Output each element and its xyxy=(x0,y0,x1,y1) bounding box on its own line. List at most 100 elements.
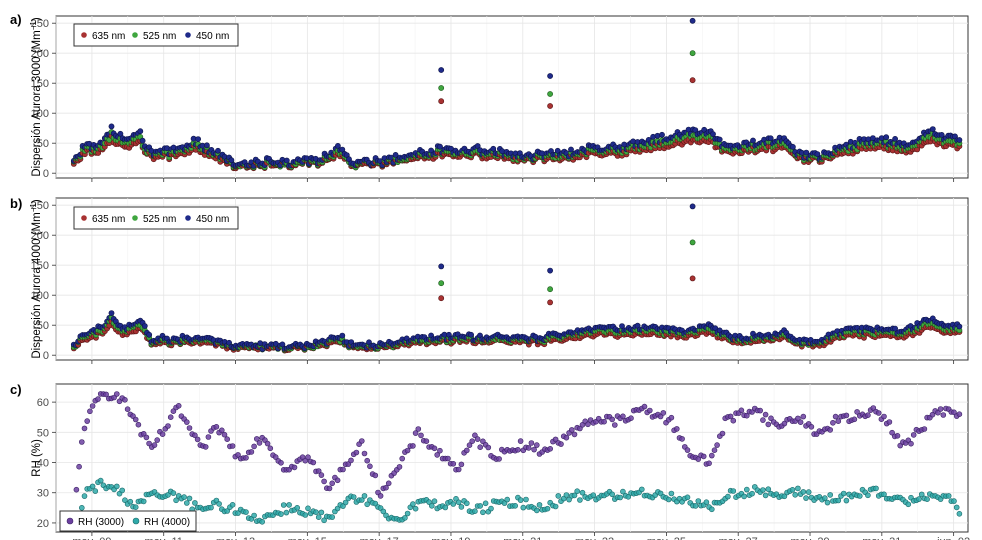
panel-c-legend-swatch-rh3000 xyxy=(66,517,74,525)
data-point xyxy=(814,151,821,157)
panel-c-legend-swatch-rh4000 xyxy=(132,517,140,525)
data-point xyxy=(795,485,801,492)
panel-b-y-axis-title-main: Dispersión Aurora 4000 (Mm xyxy=(31,212,43,358)
data-point xyxy=(228,157,235,164)
data-point xyxy=(953,504,960,511)
data-point xyxy=(706,460,712,467)
data-point xyxy=(202,444,209,450)
data-point xyxy=(894,432,901,439)
data-point xyxy=(329,514,336,520)
data-point xyxy=(442,504,449,511)
data-point xyxy=(496,456,502,462)
data-point xyxy=(76,463,82,470)
data-point-spike xyxy=(689,77,696,84)
data-point xyxy=(117,130,124,137)
data-point xyxy=(431,445,438,452)
data-point xyxy=(402,515,408,521)
data-point xyxy=(339,332,346,339)
data-point xyxy=(377,493,384,499)
data-point xyxy=(81,493,88,499)
data-point xyxy=(92,488,99,494)
data-point xyxy=(167,414,174,421)
data-point xyxy=(410,501,416,507)
data-point xyxy=(135,421,142,428)
data-point xyxy=(555,493,562,499)
data-point xyxy=(719,430,726,437)
data-point xyxy=(741,493,747,500)
data-point xyxy=(195,136,201,142)
data-point xyxy=(916,496,922,502)
data-point xyxy=(410,443,416,449)
panel-a-y-axis-title: Dispersión Aurora 3000 (Mm−1) xyxy=(29,17,43,177)
data-point xyxy=(278,459,284,466)
data-point xyxy=(679,436,685,442)
data-point-spike xyxy=(438,280,445,287)
data-point xyxy=(184,500,190,506)
x-tick-label: may_31 xyxy=(862,536,901,540)
data-point xyxy=(321,478,327,485)
data-point xyxy=(318,509,325,516)
data-point xyxy=(517,438,524,444)
data-point xyxy=(886,419,893,425)
panel-b-legend-label-525: 525 nm xyxy=(143,214,176,225)
data-point xyxy=(399,455,406,462)
data-point xyxy=(251,443,257,450)
data-point xyxy=(418,432,424,439)
data-point xyxy=(450,501,457,507)
data-point xyxy=(89,403,96,409)
data-point xyxy=(175,402,182,409)
panel-a-y-ticks: 0 50 100 150 200 250 xyxy=(31,18,56,180)
x-tick-label: may_21 xyxy=(503,536,542,540)
data-point xyxy=(750,137,756,144)
data-point xyxy=(577,497,583,503)
data-point-spike xyxy=(438,295,445,302)
data-point xyxy=(668,414,675,421)
data-point xyxy=(789,486,796,493)
data-point xyxy=(132,504,139,511)
data-point xyxy=(170,490,177,496)
data-point xyxy=(824,499,831,506)
data-point xyxy=(139,137,146,144)
data-point xyxy=(531,446,537,453)
data-point xyxy=(267,445,274,452)
data-point xyxy=(660,410,667,416)
data-point xyxy=(431,498,438,505)
data-point xyxy=(329,480,336,487)
data-point xyxy=(146,331,153,338)
data-point xyxy=(805,489,812,495)
data-point xyxy=(154,437,160,443)
data-point-spike xyxy=(547,286,553,293)
panel-b-legend-label-635: 635 nm xyxy=(92,214,125,225)
data-point xyxy=(114,391,120,397)
data-point xyxy=(703,499,710,506)
panel-b-points xyxy=(70,203,963,354)
data-point xyxy=(194,436,201,443)
data-point xyxy=(248,449,255,455)
data-point xyxy=(477,503,484,509)
data-point xyxy=(315,514,322,521)
data-point xyxy=(695,498,702,504)
data-point xyxy=(132,416,139,423)
data-point xyxy=(482,500,489,507)
data-point xyxy=(835,418,842,425)
data-point xyxy=(89,483,96,490)
data-point xyxy=(929,126,936,133)
data-point xyxy=(251,512,257,519)
x-tick-label: may_25 xyxy=(647,536,686,540)
data-point xyxy=(673,426,680,432)
data-point xyxy=(468,331,474,338)
data-point xyxy=(353,449,360,456)
data-point xyxy=(361,450,368,457)
panel-c-x-ticks: may_09 may_11 may_13 may_15 may_17 may_19 may_… xyxy=(72,532,970,540)
panel-b-y-axis-title: Dispersión Aurora 4000 (Mm−1) xyxy=(29,199,43,359)
panel-a-legend-label-525: 525 nm xyxy=(143,31,176,42)
data-point xyxy=(765,421,772,428)
data-point xyxy=(865,412,871,419)
data-point xyxy=(291,464,298,471)
data-point-spike xyxy=(547,103,553,109)
x-tick-label: may_13 xyxy=(216,536,255,540)
data-point xyxy=(760,487,766,493)
x-tick-label: may_17 xyxy=(360,536,399,540)
data-point-spike xyxy=(438,85,445,91)
data-point xyxy=(617,494,624,501)
